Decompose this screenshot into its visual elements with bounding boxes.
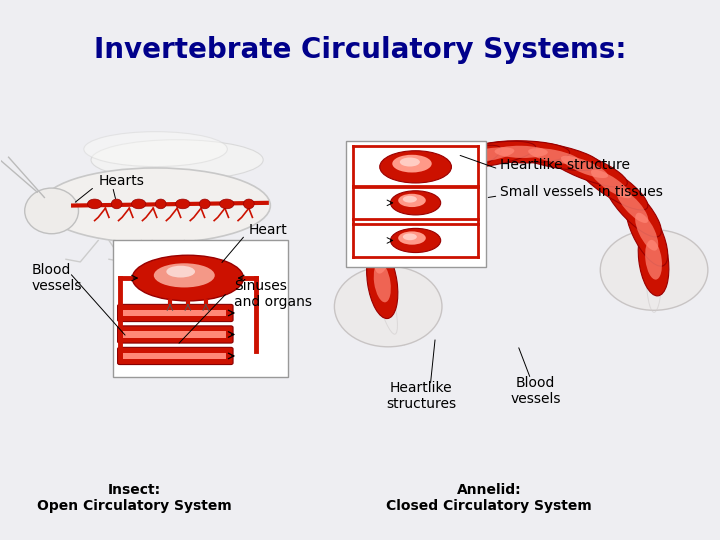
- Ellipse shape: [402, 233, 417, 240]
- Ellipse shape: [154, 264, 215, 287]
- Ellipse shape: [413, 145, 501, 183]
- Ellipse shape: [645, 240, 662, 280]
- Text: Small vessels in tissues: Small vessels in tissues: [500, 185, 662, 199]
- Ellipse shape: [635, 213, 658, 251]
- Ellipse shape: [462, 147, 514, 162]
- Ellipse shape: [132, 255, 243, 301]
- Ellipse shape: [366, 246, 398, 319]
- Text: Blood
vessels: Blood vessels: [510, 376, 561, 406]
- Ellipse shape: [374, 234, 392, 274]
- Ellipse shape: [390, 191, 441, 215]
- Ellipse shape: [366, 218, 399, 290]
- Ellipse shape: [369, 192, 414, 260]
- Ellipse shape: [402, 196, 417, 202]
- Text: Sinuses
and organs: Sinuses and organs: [235, 279, 312, 309]
- Ellipse shape: [379, 207, 404, 245]
- Ellipse shape: [398, 194, 426, 207]
- Ellipse shape: [575, 158, 648, 210]
- Ellipse shape: [112, 199, 122, 209]
- Ellipse shape: [638, 224, 669, 296]
- Ellipse shape: [392, 155, 468, 205]
- Ellipse shape: [561, 156, 608, 178]
- Ellipse shape: [156, 199, 166, 209]
- Ellipse shape: [377, 171, 438, 231]
- Ellipse shape: [220, 199, 234, 209]
- Bar: [123, 310, 226, 316]
- Text: Heart: Heart: [249, 222, 287, 237]
- Ellipse shape: [441, 141, 536, 168]
- Ellipse shape: [132, 199, 146, 209]
- Ellipse shape: [334, 266, 442, 347]
- Ellipse shape: [473, 141, 570, 163]
- Ellipse shape: [591, 170, 631, 198]
- Ellipse shape: [603, 175, 662, 237]
- FancyBboxPatch shape: [117, 305, 233, 322]
- Ellipse shape: [626, 197, 667, 266]
- Ellipse shape: [390, 228, 441, 253]
- Ellipse shape: [91, 140, 264, 180]
- Ellipse shape: [84, 132, 228, 166]
- Ellipse shape: [199, 199, 210, 209]
- Ellipse shape: [400, 158, 420, 166]
- Text: Blood
vessels: Blood vessels: [32, 263, 82, 293]
- Ellipse shape: [392, 155, 432, 172]
- Ellipse shape: [528, 148, 580, 164]
- Text: Invertebrate Circulatory Systems:: Invertebrate Circulatory Systems:: [94, 36, 626, 64]
- Bar: [346, 141, 485, 267]
- Ellipse shape: [495, 146, 548, 158]
- Ellipse shape: [600, 230, 708, 310]
- Ellipse shape: [390, 184, 424, 218]
- Ellipse shape: [374, 262, 391, 302]
- Ellipse shape: [243, 199, 254, 209]
- Ellipse shape: [433, 154, 481, 174]
- FancyBboxPatch shape: [117, 347, 233, 365]
- Ellipse shape: [409, 166, 451, 194]
- Ellipse shape: [379, 151, 451, 183]
- Bar: [123, 331, 226, 338]
- Ellipse shape: [24, 188, 78, 234]
- Text: Hearts: Hearts: [98, 174, 144, 188]
- Ellipse shape: [87, 199, 102, 209]
- Bar: [112, 240, 288, 377]
- Ellipse shape: [176, 199, 190, 209]
- Ellipse shape: [507, 141, 600, 171]
- Ellipse shape: [41, 168, 270, 243]
- Ellipse shape: [541, 147, 627, 187]
- Text: Annelid:
Closed Circulatory System: Annelid: Closed Circulatory System: [386, 483, 592, 514]
- Polygon shape: [372, 145, 665, 345]
- Text: Heartlike
structures: Heartlike structures: [386, 381, 456, 411]
- Ellipse shape: [398, 231, 426, 245]
- Bar: [123, 353, 226, 359]
- Ellipse shape: [616, 189, 648, 223]
- Text: Heartlike structure: Heartlike structure: [500, 158, 630, 172]
- Text: Insect:
Open Circulatory System: Insect: Open Circulatory System: [37, 483, 231, 514]
- Ellipse shape: [166, 266, 195, 278]
- FancyBboxPatch shape: [117, 326, 233, 343]
